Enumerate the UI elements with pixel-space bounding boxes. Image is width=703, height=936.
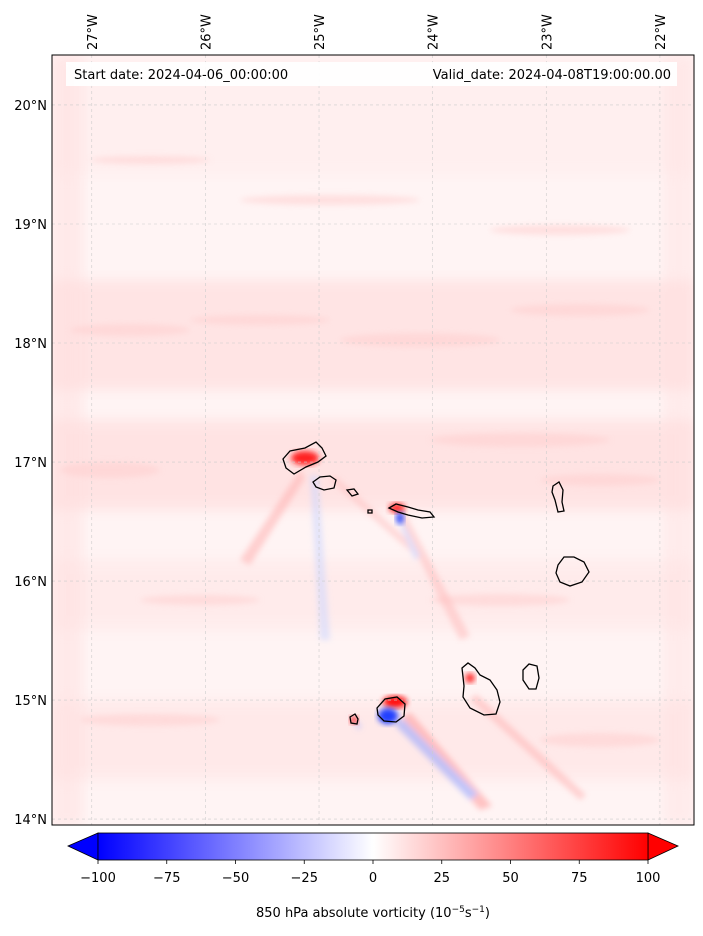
island-sal [551,481,565,513]
colorbar: −100 −75 −50 −25 0 25 50 75 100 850 hPa absolute… [67,832,679,921]
island-fogo [376,696,406,723]
island-brava [349,713,359,725]
colorbar-tick-label: −75 [153,871,180,886]
latitude-label: 18°N [14,337,47,352]
longitude-labels: 27°W 26°W 25°W 24°W 23°W 22°W [86,14,669,50]
island-sao-vicente [312,475,337,491]
colorbar-tick-label: −25 [291,871,318,886]
colorbar-bar [97,832,649,861]
island-sao-nicolau [387,503,436,519]
colorbar-tick-label: 25 [433,871,450,886]
valid-date-label: Valid_date: 2024-04-08T19:00:00.00 [433,68,671,83]
colorbar-tick-label: 0 [369,871,377,886]
island-santo-antao [282,441,327,475]
longitude-label: 27°W [86,14,101,50]
colorbar-tick-label: 50 [502,871,519,886]
latitude-label: 17°N [14,456,47,471]
latitude-label: 16°N [14,575,47,590]
colorbar-tick-label: −100 [80,871,116,886]
longitude-label: 22°W [654,14,669,50]
start-date-label: Start date: 2024-04-06_00:00:00 [74,68,288,83]
island-santiago [461,662,501,716]
longitude-label: 24°W [427,14,442,50]
map-frame [51,54,695,826]
colorbar-tick-label: 100 [636,871,661,886]
gridlines [52,55,694,825]
colorbar-extend-min [67,832,99,861]
latitude-label: 15°N [14,694,47,709]
latitude-label: 19°N [14,218,47,233]
longitude-label: 26°W [199,14,214,50]
latitude-label: 20°N [14,99,47,114]
longitude-label: 25°W [313,14,328,50]
island-coastlines [282,441,590,725]
longitude-label: 23°W [540,14,555,50]
colorbar-ticks: −100 −75 −50 −25 0 25 50 75 100 [80,860,660,886]
island-santa-luzia [345,488,360,497]
map-panel [51,54,695,826]
colorbar-extend-max [647,832,679,861]
island-raso [367,509,373,514]
latitude-labels: 20°N 19°N 18°N 17°N 16°N 15°N 14°N [14,99,47,828]
vorticity-field [52,55,694,825]
header-box: Start date: 2024-04-06_00:00:00 Valid_da… [66,62,677,86]
latitude-label: 14°N [14,813,47,828]
island-boa-vista [555,556,590,587]
colorbar-tick-label: 75 [571,871,588,886]
colorbar-label: 850 hPa absolute vorticity (10−5s−1) [256,905,490,921]
island-maio [522,663,540,690]
colorbar-tick-label: −50 [222,871,249,886]
